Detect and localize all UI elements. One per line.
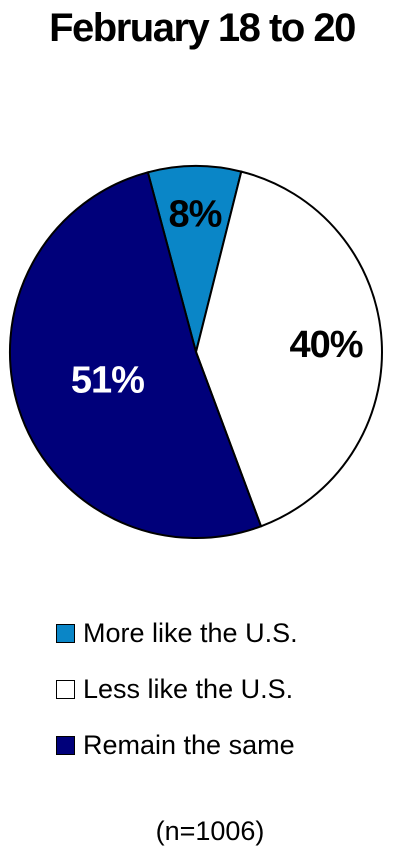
pie-slice-less — [194, 170, 383, 528]
legend-label-more: More like the U.S. — [83, 618, 298, 648]
pie-slice-more — [146, 165, 243, 356]
sample-size-note: (n=1006) — [155, 816, 265, 846]
legend-swatch-less — [56, 680, 75, 699]
pie-label-less: 40% — [289, 324, 362, 366]
legend-item-same: Remain the same — [56, 722, 298, 769]
legend-item-less: Less like the U.S. — [56, 666, 298, 713]
pie-label-more: 8% — [168, 193, 221, 235]
legend: More like the U.S. Less like the U.S. Re… — [56, 610, 298, 778]
pie-label-same: 51% — [71, 359, 144, 401]
legend-label-less: Less like the U.S. — [83, 674, 294, 704]
legend-item-more: More like the U.S. — [56, 610, 298, 657]
legend-swatch-same — [56, 736, 75, 755]
pie-slice-same — [9, 171, 263, 540]
legend-swatch-more — [56, 624, 75, 643]
pie-chart: 8% 40% 51% — [9, 165, 383, 540]
legend-label-same: Remain the same — [83, 730, 295, 760]
chart-title: February 18 to 20 — [49, 6, 356, 50]
